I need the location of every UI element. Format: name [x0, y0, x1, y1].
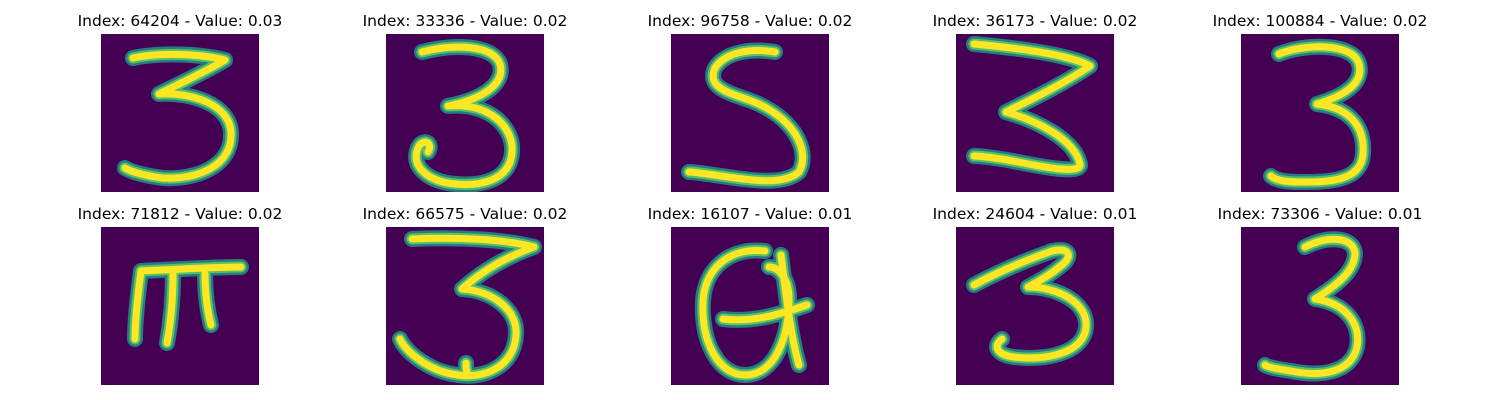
digit-image-svg [1241, 34, 1399, 192]
image-background [1241, 34, 1399, 192]
digit-image [1241, 227, 1399, 385]
digit-image [101, 34, 259, 192]
panel-10: Index: 73306 - Value: 0.01 [1210, 205, 1430, 385]
panel-title: Index: 33336 - Value: 0.02 [362, 12, 568, 30]
digit-image-svg [956, 227, 1114, 385]
digit-stroke [396, 234, 538, 380]
panel-2: Index: 33336 - Value: 0.02 [355, 12, 575, 192]
digit-image-svg [671, 34, 829, 192]
digit-image-svg [671, 227, 829, 385]
panel-5: Index: 100884 - Value: 0.02 [1210, 12, 1430, 192]
panel-title: Index: 71812 - Value: 0.02 [77, 205, 283, 223]
digit-image-svg [1241, 227, 1399, 385]
panel-4: Index: 36173 - Value: 0.02 [925, 12, 1145, 192]
panel-1: Index: 64204 - Value: 0.03 [70, 12, 290, 192]
digit-image-svg [386, 227, 544, 385]
digit-image-svg [101, 227, 259, 385]
panel-title: Index: 66575 - Value: 0.02 [362, 205, 568, 223]
digit-image [101, 227, 259, 385]
digit-stroke [1261, 235, 1362, 377]
panel-title: Index: 100884 - Value: 0.02 [1212, 12, 1428, 30]
digit-stroke [699, 247, 811, 379]
panel-title: Index: 64204 - Value: 0.03 [77, 12, 283, 30]
digit-image [671, 227, 829, 385]
panel-title: Index: 36173 - Value: 0.02 [932, 12, 1138, 30]
digit-stroke [970, 246, 1090, 362]
digit-stroke [970, 40, 1094, 173]
digit-image-svg [956, 34, 1114, 192]
digit-image [1241, 34, 1399, 192]
panel-title: Index: 96758 - Value: 0.02 [647, 12, 853, 30]
panel-title: Index: 16107 - Value: 0.01 [647, 205, 853, 223]
digit-stroke [121, 50, 235, 182]
digit-image-svg [101, 34, 259, 192]
digit-image [956, 227, 1114, 385]
panel-6: Index: 71812 - Value: 0.02 [70, 205, 290, 385]
digit-stroke [1267, 43, 1367, 186]
digit-image [386, 227, 544, 385]
panel-9: Index: 24604 - Value: 0.01 [925, 205, 1145, 385]
panel-title: Index: 73306 - Value: 0.01 [1217, 205, 1423, 223]
panel-8: Index: 16107 - Value: 0.01 [640, 205, 860, 385]
digit-image [956, 34, 1114, 192]
digit-stroke [131, 263, 245, 347]
digit-stroke [412, 43, 516, 188]
digit-stroke [685, 47, 807, 185]
panel-7: Index: 66575 - Value: 0.02 [355, 205, 575, 385]
panel-title: Index: 24604 - Value: 0.01 [932, 205, 1138, 223]
panel-3: Index: 96758 - Value: 0.02 [640, 12, 860, 192]
digit-image-svg [386, 34, 544, 192]
digit-image [671, 34, 829, 192]
image-background [101, 227, 259, 385]
digit-image [386, 34, 544, 192]
